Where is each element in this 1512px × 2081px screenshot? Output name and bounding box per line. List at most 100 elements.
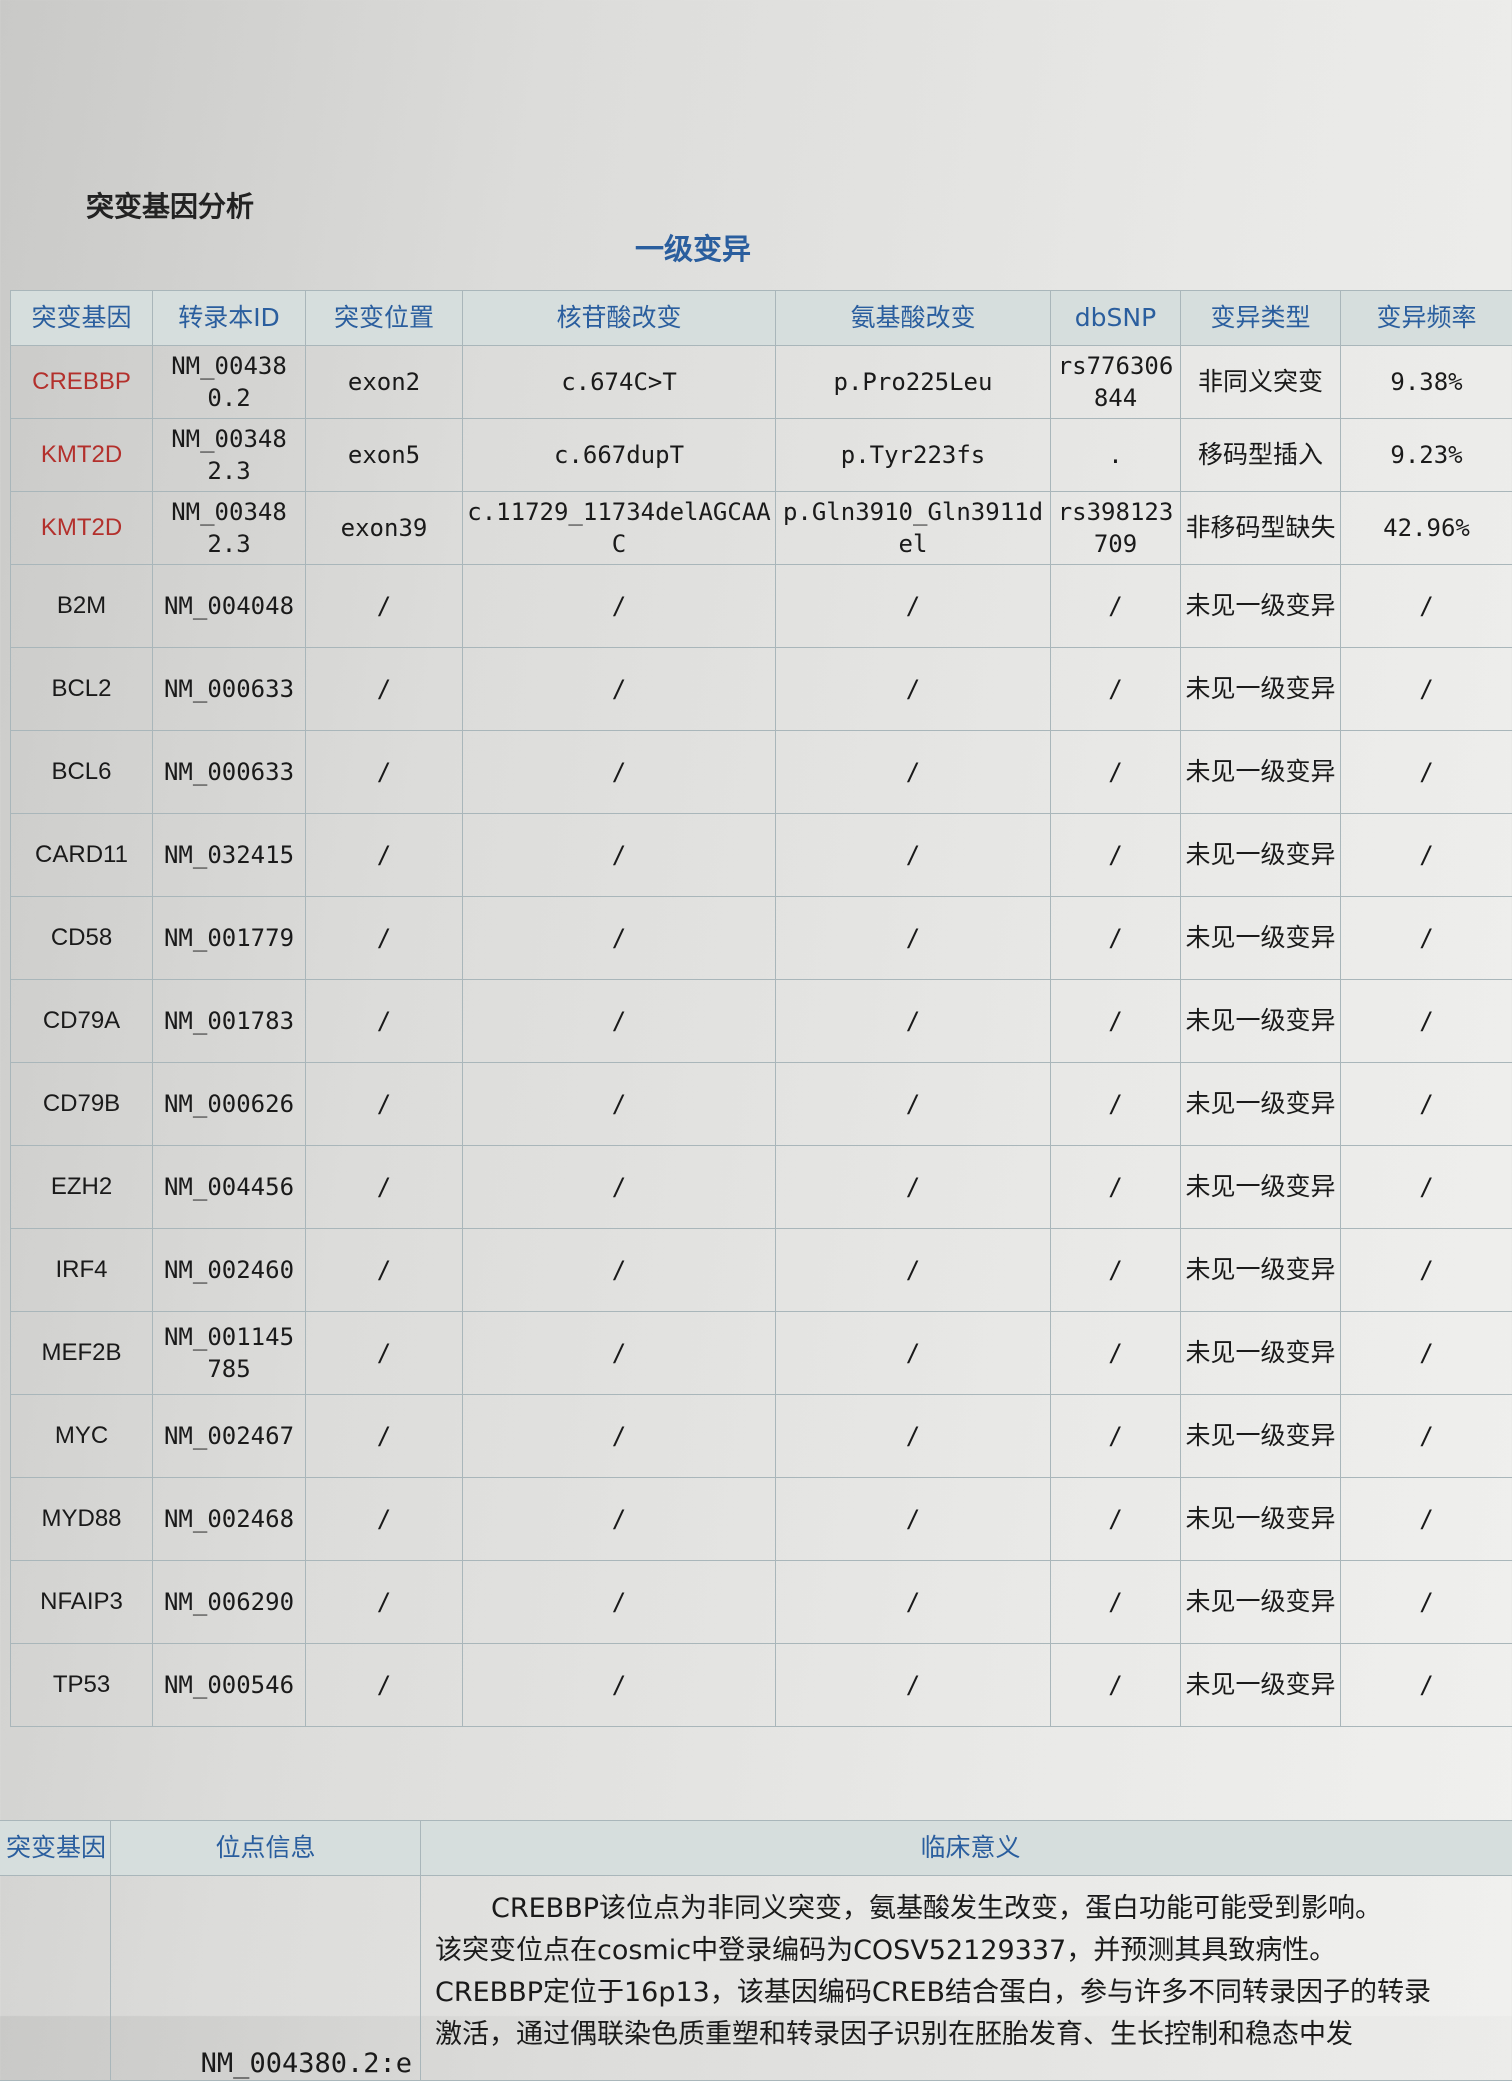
- cell-nucleotide: /: [463, 1312, 776, 1395]
- cell-gene: CARD11: [11, 814, 153, 897]
- cell-nucleotide: c.667dupT: [463, 419, 776, 492]
- cell-frequency: /: [1341, 980, 1512, 1063]
- cell-position: /: [306, 980, 463, 1063]
- cell-gene: CREBBP: [11, 346, 153, 419]
- cell-frequency: /: [1341, 897, 1512, 980]
- cell-frequency: 9.23%: [1341, 419, 1512, 492]
- clinical-site-cell: NM_004380.2:e: [111, 1876, 421, 2081]
- cell-position: exon5: [306, 419, 463, 492]
- cell-gene: CD79B: [11, 1063, 153, 1146]
- cell-transcript: NM_004048: [153, 565, 306, 648]
- cell-dbsnp: rs776306844: [1051, 346, 1181, 419]
- cell-type: 未见一级变异: [1181, 1063, 1341, 1146]
- cell-gene: EZH2: [11, 1146, 153, 1229]
- cell-gene: IRF4: [11, 1229, 153, 1312]
- cell-dbsnp: /: [1051, 1561, 1181, 1644]
- cell-nucleotide: /: [463, 1644, 776, 1727]
- cell-gene: BCL6: [11, 731, 153, 814]
- cell-type: 非移码型缺失: [1181, 492, 1341, 565]
- cell-gene: CD79A: [11, 980, 153, 1063]
- cell-frequency: 9.38%: [1341, 346, 1512, 419]
- cell-dbsnp: /: [1051, 1312, 1181, 1395]
- cell-transcript: NM_032415: [153, 814, 306, 897]
- cell-gene: MYD88: [11, 1478, 153, 1561]
- cell-transcript: NM_002468: [153, 1478, 306, 1561]
- cell-frequency: /: [1341, 565, 1512, 648]
- cell-amino-acid: p.Pro225Leu: [776, 346, 1051, 419]
- cell-nucleotide: /: [463, 814, 776, 897]
- cell-gene: NFAIP3: [11, 1561, 153, 1644]
- header-nucleotide: 核苷酸改变: [463, 291, 776, 346]
- cell-transcript: NM_001779: [153, 897, 306, 980]
- cell-dbsnp: /: [1051, 814, 1181, 897]
- cell-gene: MYC: [11, 1395, 153, 1478]
- cell-type: 未见一级变异: [1181, 897, 1341, 980]
- cell-amino-acid: /: [776, 1229, 1051, 1312]
- cell-transcript: NM_004380.2: [153, 346, 306, 419]
- cell-amino-acid: /: [776, 648, 1051, 731]
- cell-nucleotide: /: [463, 1395, 776, 1478]
- cell-amino-acid: /: [776, 814, 1051, 897]
- cell-type: 未见一级变异: [1181, 1312, 1341, 1395]
- cell-type: 非同义突变: [1181, 346, 1341, 419]
- cell-gene: CD58: [11, 897, 153, 980]
- cell-position: /: [306, 1644, 463, 1727]
- cell-position: /: [306, 565, 463, 648]
- cell-position: /: [306, 1312, 463, 1395]
- cell-type: 未见一级变异: [1181, 1644, 1341, 1727]
- cell-gene: B2M: [11, 565, 153, 648]
- cell-transcript: NM_003482.3: [153, 492, 306, 565]
- cell-position: /: [306, 648, 463, 731]
- cell-amino-acid: /: [776, 980, 1051, 1063]
- sub-title: 一级变异: [635, 226, 751, 268]
- cell-position: /: [306, 1063, 463, 1146]
- clinical-row: NM_004380.2:e CREBBP该位点为非同义突变，氨基酸发生改变，蛋白…: [0, 1876, 1512, 2081]
- cell-transcript: NM_003482.3: [153, 419, 306, 492]
- cell-type: 未见一级变异: [1181, 980, 1341, 1063]
- cell-amino-acid: /: [776, 1063, 1051, 1146]
- cell-amino-acid: /: [776, 1395, 1051, 1478]
- cell-dbsnp: /: [1051, 565, 1181, 648]
- cell-frequency: /: [1341, 1561, 1512, 1644]
- cell-dbsnp: .: [1051, 419, 1181, 492]
- cell-amino-acid: /: [776, 897, 1051, 980]
- cell-gene: MEF2B: [11, 1312, 153, 1395]
- cell-nucleotide: /: [463, 1146, 776, 1229]
- cell-dbsnp: /: [1051, 1478, 1181, 1561]
- cell-frequency: /: [1341, 731, 1512, 814]
- cell-gene: TP53: [11, 1644, 153, 1727]
- cell-type: 未见一级变异: [1181, 565, 1341, 648]
- header-position: 突变位置: [306, 291, 463, 346]
- clinical-header-significance: 临床意义: [421, 1821, 1512, 1876]
- cell-dbsnp: /: [1051, 648, 1181, 731]
- header-dbsnp: dbSNP: [1051, 291, 1181, 346]
- cell-amino-acid: /: [776, 1312, 1051, 1395]
- cell-amino-acid: /: [776, 1146, 1051, 1229]
- cell-gene: BCL2: [11, 648, 153, 731]
- cell-amino-acid: /: [776, 1478, 1051, 1561]
- cell-gene: KMT2D: [11, 492, 153, 565]
- cell-dbsnp: /: [1051, 1229, 1181, 1312]
- cell-position: exon2: [306, 346, 463, 419]
- cell-nucleotide: /: [463, 1229, 776, 1312]
- header-type: 变异类型: [1181, 291, 1341, 346]
- cell-position: /: [306, 731, 463, 814]
- cell-transcript: NM_001783: [153, 980, 306, 1063]
- cell-nucleotide: /: [463, 565, 776, 648]
- cell-frequency: /: [1341, 1312, 1512, 1395]
- section-title: 突变基因分析: [86, 185, 254, 225]
- cell-transcript: NM_006290: [153, 1561, 306, 1644]
- clinical-line: 激活，通过偶联染色质重塑和转录因子识别在胚胎发育、生长控制和稳态中发: [435, 2014, 1506, 2056]
- cell-transcript: NM_000626: [153, 1063, 306, 1146]
- cell-transcript: NM_000633: [153, 648, 306, 731]
